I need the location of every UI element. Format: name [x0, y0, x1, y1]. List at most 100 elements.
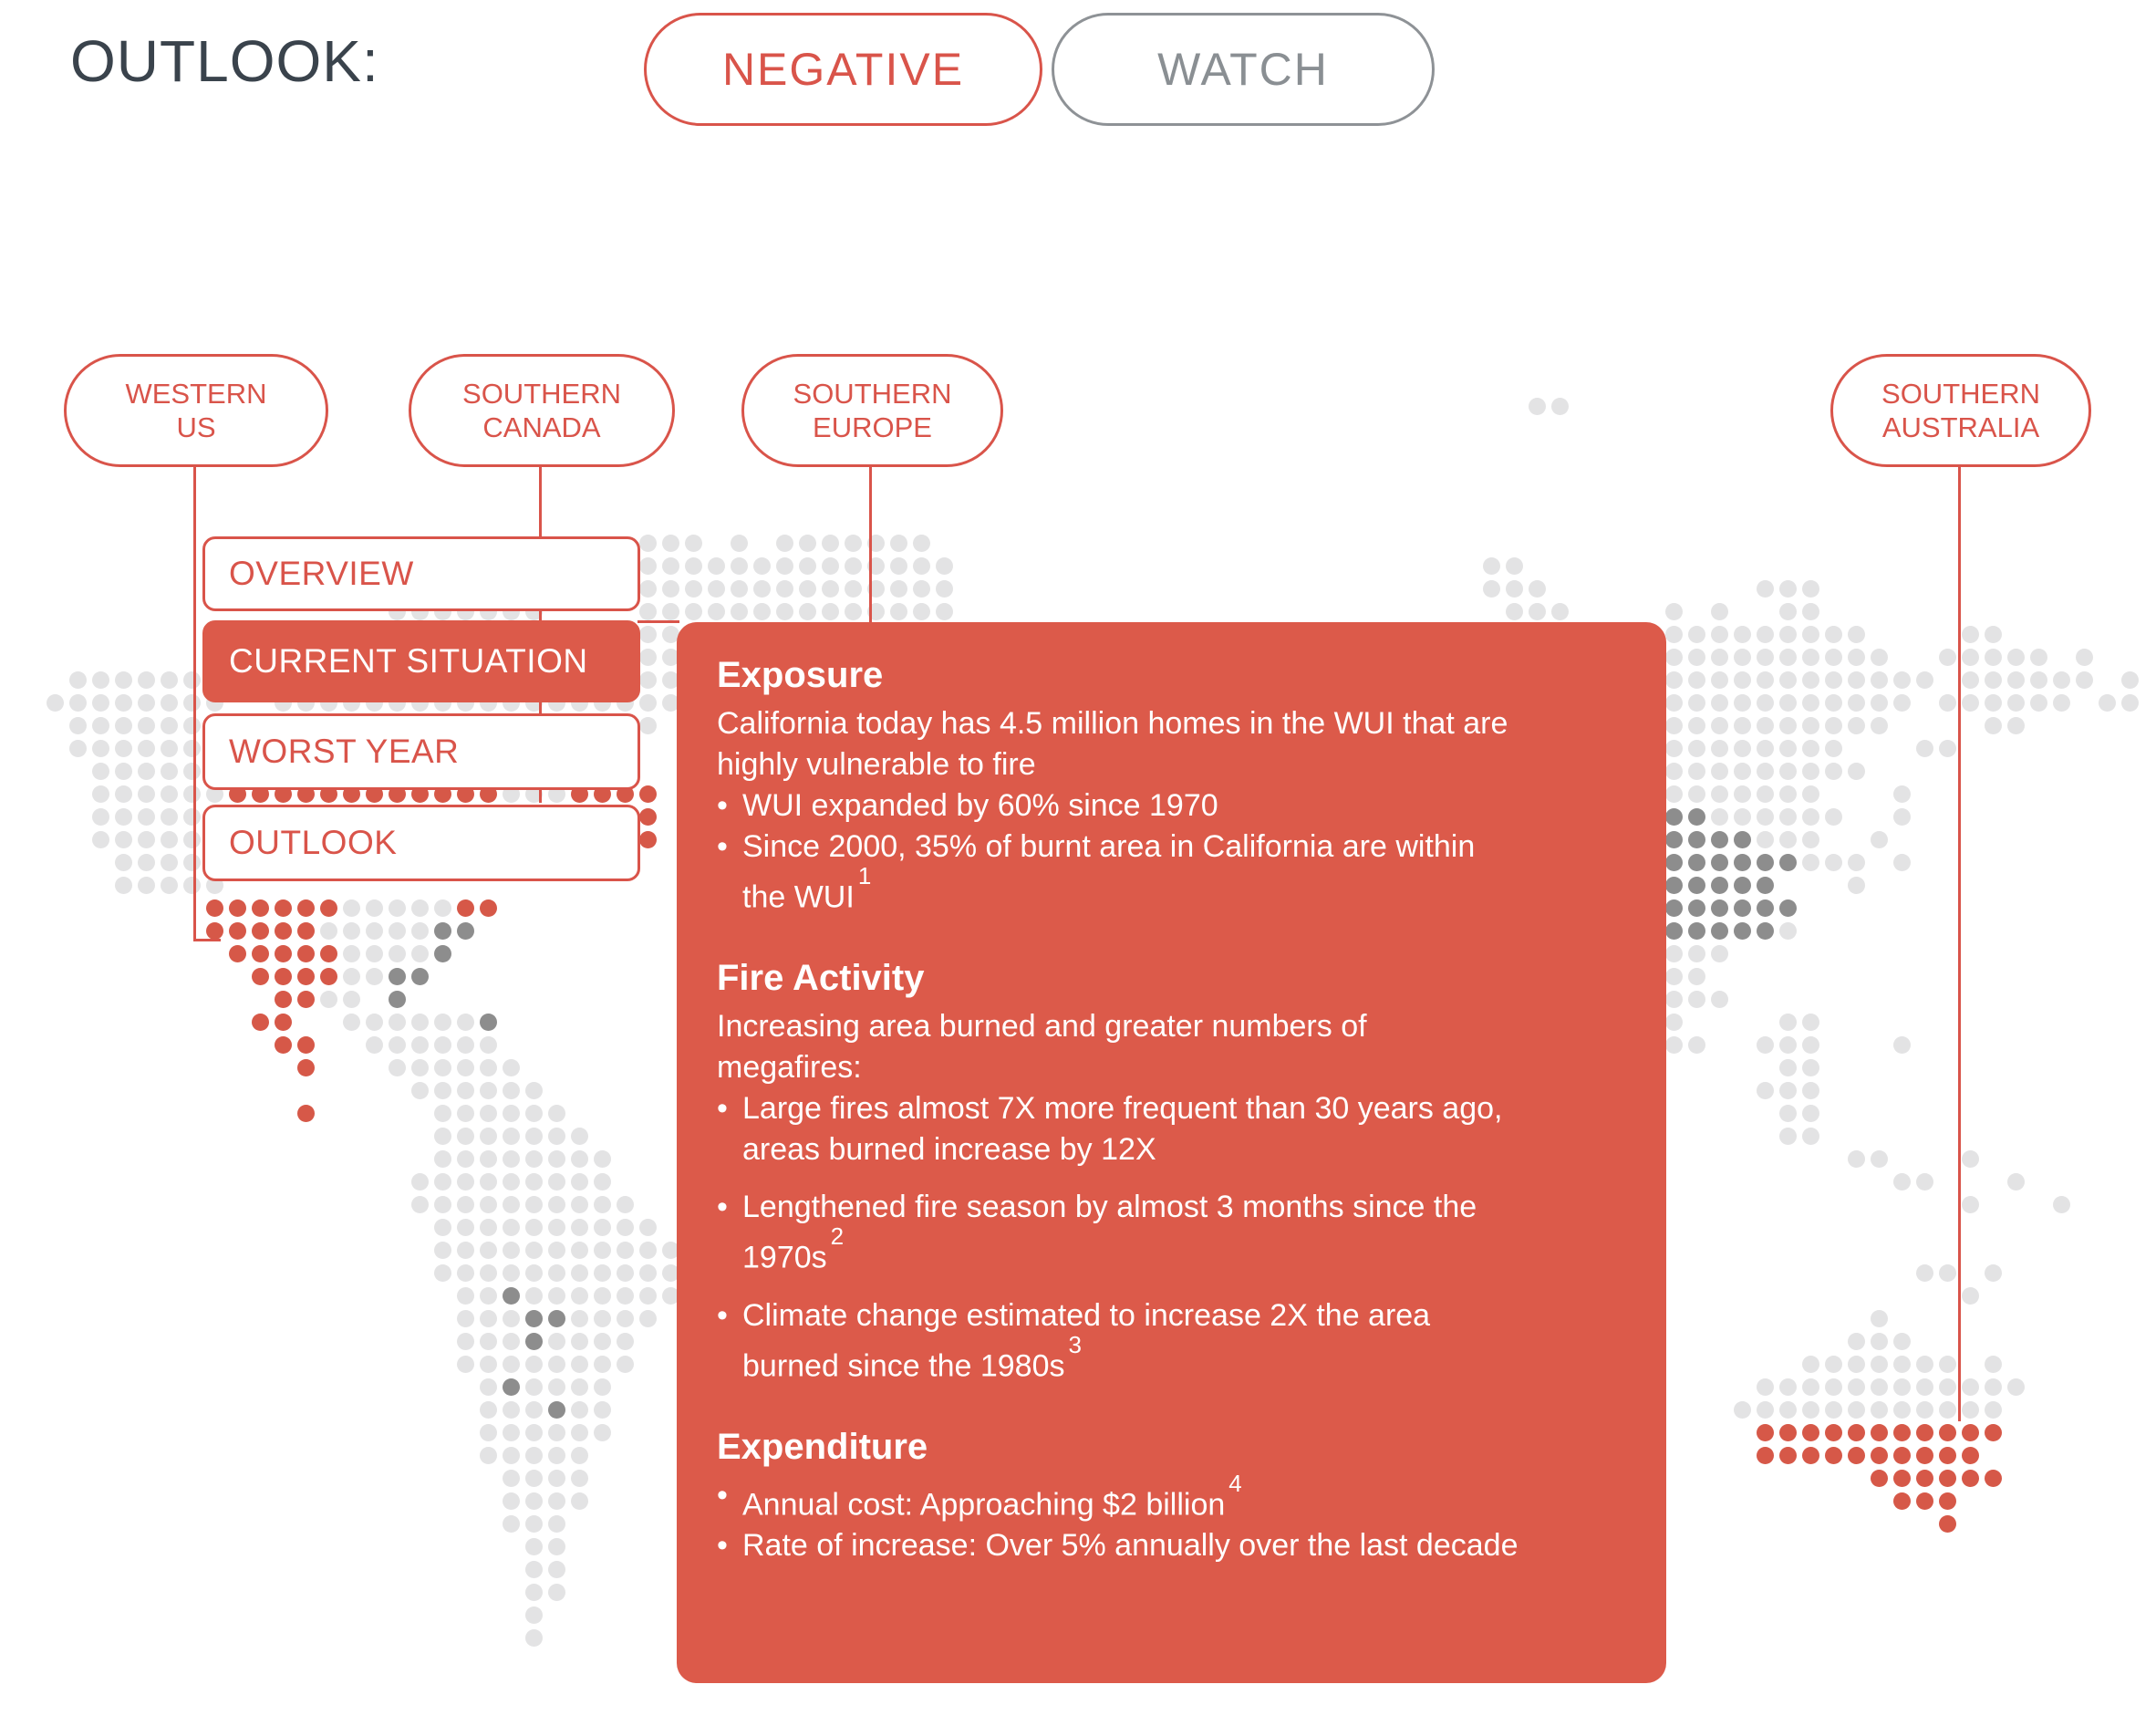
map-dot — [594, 1424, 611, 1441]
region-tab-western-us[interactable]: WESTERN US — [64, 354, 328, 467]
map-dot — [115, 877, 132, 894]
menu-item-worst-year[interactable]: WORST YEAR — [202, 713, 640, 790]
map-dot — [161, 694, 178, 712]
map-dot — [1802, 1105, 1819, 1122]
map-dot — [799, 580, 816, 598]
map-dot — [1757, 740, 1774, 757]
map-dot — [1711, 649, 1728, 666]
region-tab-southern-australia[interactable]: SOUTHERN AUSTRALIA — [1830, 354, 2091, 467]
outlook-button-negative[interactable]: NEGATIVE — [644, 13, 1042, 126]
map-dot — [297, 1059, 315, 1076]
map-dot — [1665, 1036, 1683, 1054]
map-dot — [639, 1287, 657, 1305]
section-heading: Fire Activity — [717, 958, 925, 999]
map-dot — [1893, 1492, 1911, 1510]
map-dot — [1962, 1470, 1979, 1487]
map-dot — [1779, 854, 1797, 871]
map-dot — [1688, 671, 1705, 689]
map-dot — [548, 1287, 565, 1305]
map-dot — [1665, 740, 1683, 757]
map-dot — [913, 557, 930, 575]
map-dot — [411, 922, 429, 940]
map-dot — [503, 1401, 520, 1419]
map-dot — [548, 1219, 565, 1236]
map-dot — [1711, 808, 1728, 826]
map-dot — [1985, 717, 2002, 734]
map-dot — [1985, 1424, 2002, 1441]
map-dot — [617, 1196, 634, 1213]
map-dot — [1779, 1378, 1797, 1396]
map-dot — [708, 603, 725, 620]
map-dot — [297, 899, 315, 917]
map-dot — [1779, 717, 1797, 734]
map-dot — [1802, 603, 1819, 620]
map-dot — [1734, 626, 1751, 643]
map-dot — [1757, 1424, 1774, 1441]
map-dot — [343, 922, 360, 940]
map-dot — [799, 557, 816, 575]
bullet-text: WUI expanded by 60% since 1970 — [742, 788, 1218, 823]
map-dot — [206, 899, 223, 917]
region-tab-southern-canada[interactable]: SOUTHERN CANADA — [409, 354, 675, 467]
map-dot — [1665, 968, 1683, 985]
map-dot — [1916, 740, 1933, 757]
map-dot — [480, 1196, 497, 1213]
map-dot — [389, 922, 406, 940]
map-dot — [366, 922, 383, 940]
map-dot — [1962, 671, 1979, 689]
map-dot — [297, 1105, 315, 1122]
map-dot — [434, 1150, 451, 1168]
map-dot — [1688, 694, 1705, 712]
map-dot — [389, 1014, 406, 1031]
map-dot — [343, 899, 360, 917]
map-dot — [1688, 945, 1705, 962]
map-dot — [503, 1492, 520, 1510]
map-dot — [2121, 694, 2139, 712]
menu-item-current-situation[interactable]: CURRENT SITUATION — [202, 620, 640, 702]
map-dot — [525, 1264, 543, 1282]
map-dot — [434, 899, 451, 917]
map-dot — [183, 671, 201, 689]
map-dot — [1757, 899, 1774, 917]
map-dot — [2007, 1173, 2025, 1191]
map-dot — [548, 1242, 565, 1259]
menu-item-overview[interactable]: OVERVIEW — [202, 536, 640, 611]
map-dot — [1985, 1378, 2002, 1396]
map-dot — [411, 1059, 429, 1076]
map-dot — [571, 1424, 588, 1441]
map-dot — [1916, 1492, 1933, 1510]
map-dot — [1848, 717, 1865, 734]
map-dot — [92, 740, 109, 757]
map-dot — [1916, 1173, 1933, 1191]
map-dot — [503, 1128, 520, 1145]
map-dot — [1802, 1401, 1819, 1419]
region-tab-southern-europe[interactable]: SOUTHERN EUROPE — [741, 354, 1003, 467]
map-dot — [1757, 831, 1774, 848]
map-dot — [1802, 1424, 1819, 1441]
map-dot — [1665, 831, 1683, 848]
map-dot — [1665, 626, 1683, 643]
map-dot — [389, 968, 406, 985]
bullet-glyph: • — [717, 1477, 728, 1513]
map-dot — [434, 1082, 451, 1099]
map-dot — [594, 1356, 611, 1373]
menu-item-outlook[interactable]: OUTLOOK — [202, 805, 640, 881]
map-dot — [434, 1173, 451, 1191]
map-dot — [525, 1310, 543, 1327]
map-dot — [1802, 808, 1819, 826]
map-dot — [1916, 1470, 1933, 1487]
map-dot — [480, 1128, 497, 1145]
map-dot — [845, 603, 862, 620]
bullet-item: • Climate change estimated to increase 2X… — [717, 1295, 1519, 1387]
map-dot — [708, 580, 725, 598]
map-dot — [571, 1128, 588, 1145]
map-dot — [1871, 1356, 1888, 1373]
map-dot — [480, 1447, 497, 1464]
map-dot — [617, 1264, 634, 1282]
map-dot — [1939, 1401, 1956, 1419]
map-dot — [1825, 1378, 1842, 1396]
outlook-button-watch[interactable]: WATCH — [1052, 13, 1435, 126]
map-dot — [411, 1036, 429, 1054]
map-dot — [1757, 580, 1774, 598]
map-dot — [138, 785, 155, 803]
